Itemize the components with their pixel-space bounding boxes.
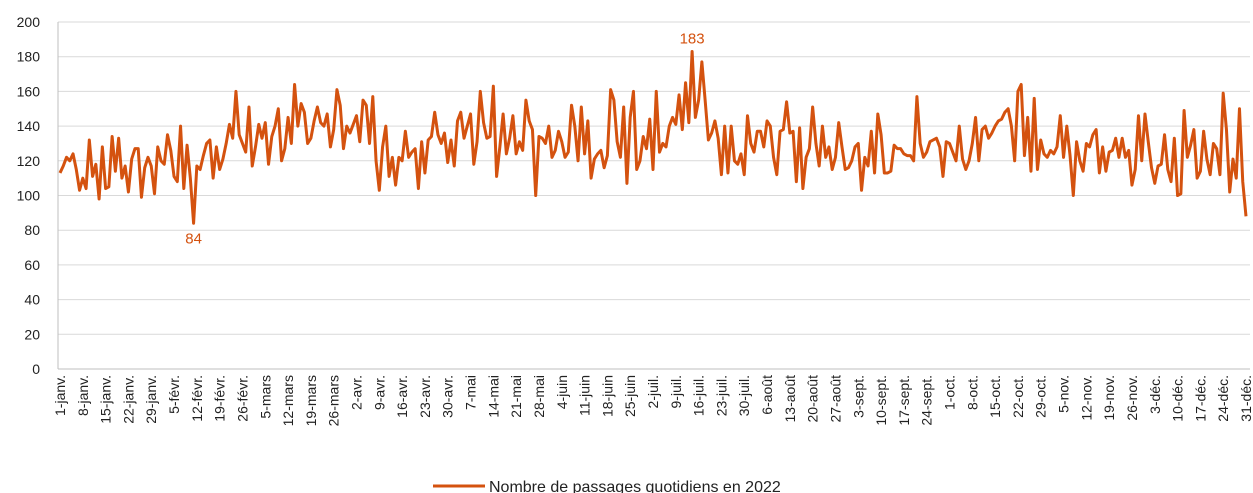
x-tick-label: 29-oct. — [1033, 375, 1049, 418]
x-tick-label: 10-déc. — [1170, 375, 1186, 422]
x-tick-label: 7-mai — [463, 375, 479, 410]
x-tick-label: 16-juil. — [691, 375, 707, 416]
y-tick-label: 160 — [17, 83, 41, 99]
x-tick-label: 22-janv. — [120, 375, 136, 424]
x-tick-label: 8-oct. — [964, 375, 980, 410]
x-tick-label: 23-avr. — [417, 375, 433, 418]
x-tick-label: 20-août — [805, 375, 821, 423]
x-tick-label: 27-août — [827, 375, 843, 423]
x-tick-label: 18-juin — [599, 375, 615, 417]
y-tick-label: 100 — [17, 188, 41, 204]
x-tick-label: 12-mars — [280, 375, 296, 426]
x-tick-label: 30-juil. — [736, 375, 752, 416]
x-tick-label: 30-avr. — [440, 375, 456, 418]
x-tick-label: 1-janv. — [52, 375, 68, 416]
x-tick-label: 28-mai — [531, 375, 547, 418]
x-tick-label: 15-janv. — [98, 375, 114, 424]
data-label: 84 — [185, 230, 202, 247]
x-tick-label: 17-sept. — [896, 375, 912, 426]
x-tick-label: 16-avr. — [394, 375, 410, 418]
x-tick-label: 5-févr. — [166, 375, 182, 414]
x-tick-label: 8-janv. — [75, 375, 91, 416]
x-tick-label: 12-févr. — [189, 375, 205, 422]
y-tick-label: 140 — [17, 118, 41, 134]
x-tick-label: 2-juil. — [645, 375, 661, 408]
x-tick-label: 5-nov. — [1056, 375, 1072, 413]
y-tick-label: 200 — [17, 14, 41, 30]
x-tick-label: 21-mai — [508, 375, 524, 418]
x-tick-label: 25-juin — [622, 375, 638, 417]
x-tick-label: 24-sept. — [919, 375, 935, 426]
x-tick-label: 15-oct. — [987, 375, 1003, 418]
x-tick-label: 19-nov. — [1101, 375, 1117, 421]
x-tick-label: 24-déc. — [1215, 375, 1231, 422]
x-tick-label: 13-août — [782, 375, 798, 423]
x-tick-label: 26-mars — [326, 375, 342, 426]
x-tick-label: 19-févr. — [212, 375, 228, 422]
x-tick-label: 5-mars — [257, 375, 273, 419]
x-tick-label: 6-août — [759, 375, 775, 415]
x-tick-label: 29-janv. — [143, 375, 159, 424]
data-label: 183 — [680, 30, 705, 47]
x-tick-label: 14-mai — [485, 375, 501, 418]
y-tick-label: 180 — [17, 49, 41, 65]
x-tick-label: 17-déc. — [1192, 375, 1208, 422]
x-tick-label: 1-oct. — [942, 375, 958, 410]
x-tick-label: 9-avr. — [371, 375, 387, 410]
x-tick-label: 2-avr. — [349, 375, 365, 410]
legend-label: Nombre de passages quotidiens en 2022 — [489, 479, 781, 493]
y-tick-label: 40 — [24, 292, 40, 308]
x-tick-label: 23-juil. — [713, 375, 729, 416]
x-tick-label: 4-juin — [554, 375, 570, 409]
x-tick-label: 19-mars — [303, 375, 319, 426]
x-tick-label: 10-sept. — [873, 375, 889, 426]
x-tick-label: 26-févr. — [234, 375, 250, 422]
y-tick-label: 0 — [32, 361, 40, 377]
x-tick-label: 22-oct. — [1010, 375, 1026, 418]
x-tick-label: 26-nov. — [1124, 375, 1140, 421]
y-tick-label: 20 — [24, 326, 40, 342]
data-line — [58, 50, 1248, 225]
y-tick-label: 80 — [24, 222, 40, 238]
x-tick-label: 11-juin — [577, 375, 593, 416]
y-tick-label: 60 — [24, 257, 40, 273]
x-tick-label: 12-nov. — [1078, 375, 1094, 421]
x-tick-label: 9-juil. — [668, 375, 684, 408]
y-tick-label: 120 — [17, 153, 41, 169]
x-tick-label: 3-déc. — [1147, 375, 1163, 414]
x-tick-label: 3-sept. — [850, 375, 866, 418]
x-tick-label: 31-déc. — [1238, 375, 1253, 422]
